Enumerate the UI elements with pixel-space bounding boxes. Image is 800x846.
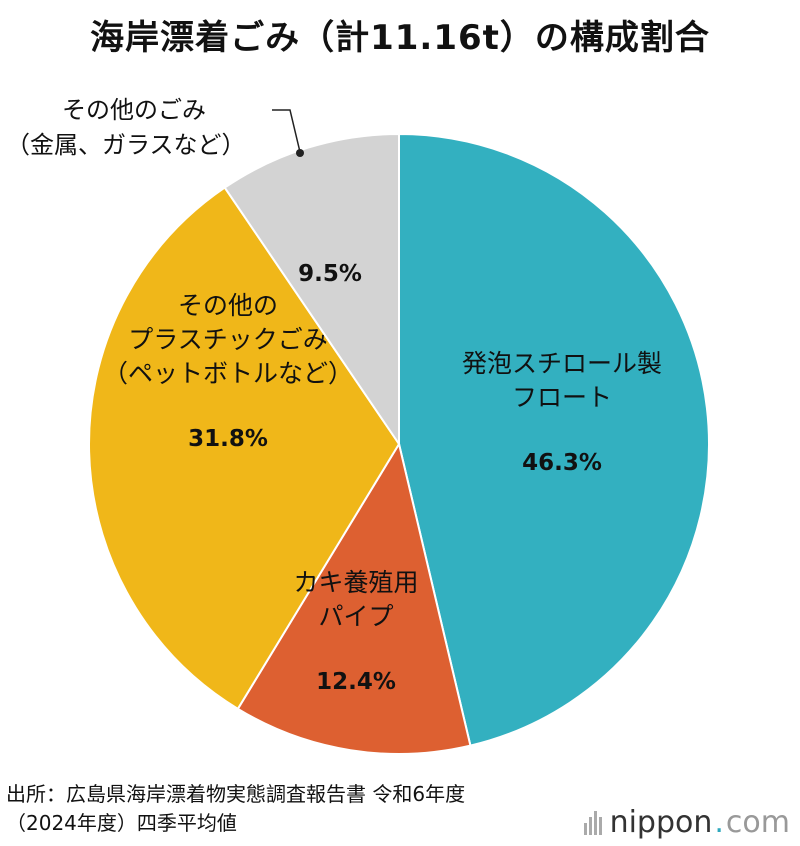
callout-leader-line (272, 109, 301, 153)
nippon-logo: nippon. com (583, 805, 790, 840)
slice-label: カキ養殖用 (293, 568, 418, 597)
logo-suffix: com (725, 805, 790, 840)
slice-label: フロート (512, 383, 612, 412)
source-line-2: （2024年度）四季平均値 (6, 811, 237, 835)
slice-percent: 31.8% (188, 426, 268, 452)
logo-bars-icon (583, 810, 602, 835)
callout-dot (296, 149, 304, 157)
chart-title: 海岸漂着ごみ（計11.16t）の構成割合 (90, 18, 710, 58)
callout-label: その他のごみ (62, 96, 206, 124)
slice-percent: 46.3% (522, 450, 602, 476)
slice-percent: 9.5% (298, 261, 362, 287)
slice-label: パイプ (318, 602, 393, 631)
source-note: 出所：広島県海岸漂着物実態調査報告書 令和6年度 （2024年度）四季平均値 (6, 780, 465, 838)
source-line-1: 出所：広島県海岸漂着物実態調査報告書 令和6年度 (6, 782, 466, 806)
slice-percent: 12.4% (316, 669, 396, 695)
logo-name: nippon (609, 805, 713, 840)
pie-slice (88, 186, 401, 711)
slice-label: プラスチックごみ (128, 325, 328, 354)
slice-label: 発泡スチロール製 (462, 349, 662, 378)
slice-label: その他の (178, 291, 278, 320)
callout-label: （金属、ガラスなど） (6, 131, 246, 159)
slice-label: （ペットボトルなど） (103, 359, 353, 388)
pie-slice (236, 441, 472, 755)
pie-slice (223, 132, 400, 448)
pie-slice (398, 132, 710, 747)
logo-dot: . (714, 805, 724, 840)
